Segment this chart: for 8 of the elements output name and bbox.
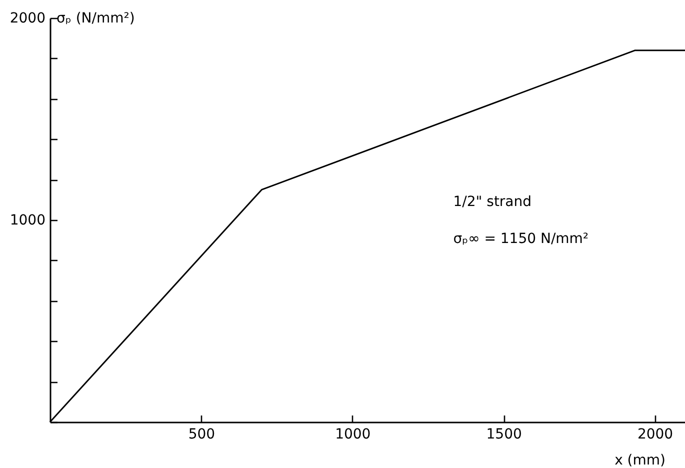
x-tick-label: 500: [188, 426, 216, 442]
y-axis-title: σₚ (N/mm²): [56, 10, 135, 26]
x-axis-title: x (mm): [614, 452, 666, 468]
annotation: σₚ∞ = 1150 N/mm²: [453, 230, 589, 247]
x-tick-label: 1000: [335, 426, 371, 442]
x-tick-label: 1500: [486, 426, 522, 442]
x-tick-label: 2000: [637, 426, 674, 442]
annotation: 1/2" strand: [453, 194, 532, 210]
